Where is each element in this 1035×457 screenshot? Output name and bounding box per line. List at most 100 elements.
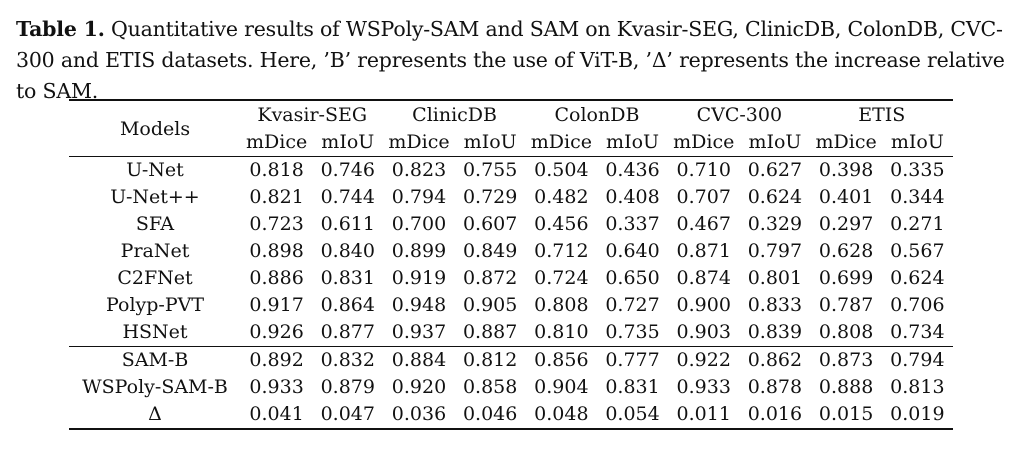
value-cell: 0.712 <box>534 240 589 262</box>
value-cell: 0.898 <box>249 240 304 262</box>
value-cell: 0.337 <box>605 213 660 235</box>
metric-header-row: mDice mIoU mDice mIoU mDice mIoU mDice m… <box>69 129 953 157</box>
value-cell: 0.886 <box>249 267 304 289</box>
models-header: Models <box>69 99 242 157</box>
dataset-header: ClinicDB <box>412 104 497 126</box>
value-cell: 0.744 <box>320 186 375 208</box>
model-name-cell: HSNet <box>122 321 188 343</box>
value-cell: 0.810 <box>534 321 589 343</box>
value-cell: 0.937 <box>391 321 447 343</box>
dataset-header: ColonDB <box>554 104 640 126</box>
value-cell: 0.567 <box>890 240 945 262</box>
table-row: SFA 0.723 0.611 0.700 0.607 0.456 0.337 0.467 0.… <box>69 211 953 238</box>
value-cell: 0.821 <box>249 186 304 208</box>
table-row: Polyp-PVT 0.917 0.864 0.948 0.905 0.808 0.727 0… <box>69 292 953 319</box>
value-cell: 0.046 <box>454 401 526 430</box>
value-cell: 0.926 <box>249 321 304 343</box>
value-cell: 0.849 <box>462 240 518 262</box>
table-row: WSPoly-SAM-B 0.933 0.879 0.920 0.858 0.904 0.8… <box>69 374 953 401</box>
value-cell: 0.864 <box>320 294 375 316</box>
metric-header: mIoU <box>890 131 944 153</box>
value-cell: 0.723 <box>249 213 304 235</box>
value-cell: 0.899 <box>391 240 447 262</box>
value-cell: 0.873 <box>810 346 882 374</box>
value-cell: 0.482 <box>534 186 589 208</box>
table-caption: Table 1. Quantitative results of WSPoly-… <box>16 14 1021 107</box>
value-cell: 0.016 <box>739 401 811 430</box>
value-cell: 0.467 <box>676 213 731 235</box>
model-name-cell: Δ <box>69 401 242 430</box>
value-cell: 0.794 <box>881 346 953 374</box>
value-cell: 0.808 <box>818 321 874 343</box>
value-cell: 0.456 <box>534 213 589 235</box>
caption-text: Quantitative results of WSPoly-SAM and S… <box>16 17 1005 103</box>
value-cell: 0.297 <box>818 213 874 235</box>
metric-header: mIoU <box>463 131 517 153</box>
dataset-header: ETIS <box>858 104 906 126</box>
value-cell: 0.724 <box>534 267 589 289</box>
value-cell: 0.787 <box>818 294 874 316</box>
value-cell: 0.871 <box>676 240 731 262</box>
value-cell: 0.920 <box>391 376 447 398</box>
value-cell: 0.777 <box>596 346 669 374</box>
model-name-cell: SAM-B <box>69 346 242 374</box>
value-cell: 0.831 <box>320 267 375 289</box>
value-cell: 0.933 <box>676 376 731 398</box>
table-row: U-Net++ 0.821 0.744 0.794 0.729 0.482 0.408 0.7… <box>69 184 953 211</box>
value-cell: 0.271 <box>890 213 945 235</box>
value-cell: 0.640 <box>605 240 660 262</box>
metric-header: mDice <box>246 131 308 153</box>
value-cell: 0.700 <box>391 213 447 235</box>
value-cell: 0.401 <box>818 186 874 208</box>
value-cell: 0.903 <box>676 321 731 343</box>
model-name-cell: SFA <box>135 213 175 235</box>
value-cell: 0.933 <box>249 376 304 398</box>
value-cell: 0.611 <box>320 213 375 235</box>
value-cell: 0.398 <box>810 156 882 184</box>
value-cell: 0.408 <box>605 186 660 208</box>
metric-header: mDice <box>673 131 735 153</box>
metric-header: mIoU <box>606 131 660 153</box>
value-cell: 0.831 <box>605 376 660 398</box>
value-cell: 0.706 <box>890 294 945 316</box>
metric-header: mDice <box>388 131 450 153</box>
value-cell: 0.833 <box>747 294 803 316</box>
value-cell: 0.344 <box>890 186 945 208</box>
value-cell: 0.735 <box>605 321 660 343</box>
value-cell: 0.607 <box>462 213 518 235</box>
value-cell: 0.832 <box>312 346 384 374</box>
caption-label: Table 1. <box>16 17 105 41</box>
metric-header: mDice <box>530 131 592 153</box>
value-cell: 0.746 <box>312 156 384 184</box>
value-cell: 0.047 <box>312 401 384 430</box>
model-name-cell: C2FNet <box>117 267 193 289</box>
value-cell: 0.729 <box>462 186 518 208</box>
model-name-cell: PraNet <box>120 240 190 262</box>
value-cell: 0.948 <box>391 294 447 316</box>
model-name-cell: WSPoly-SAM-B <box>82 376 228 398</box>
value-cell: 0.041 <box>241 401 313 430</box>
value-cell: 0.900 <box>676 294 731 316</box>
value-cell: 0.888 <box>818 376 874 398</box>
value-cell: 0.801 <box>747 267 803 289</box>
value-cell: 0.015 <box>810 401 882 430</box>
metric-header: mDice <box>815 131 877 153</box>
table-row: U-Net 0.818 0.746 0.823 0.755 0.504 0.436 0.710… <box>69 156 953 184</box>
value-cell: 0.892 <box>241 346 313 374</box>
value-cell: 0.856 <box>525 346 597 374</box>
model-name-cell: Polyp-PVT <box>105 294 205 316</box>
value-cell: 0.878 <box>747 376 803 398</box>
value-cell: 0.919 <box>391 267 447 289</box>
model-name-cell: U-Net++ <box>110 186 200 208</box>
model-name-cell: U-Net <box>69 156 242 184</box>
value-cell: 0.823 <box>383 156 455 184</box>
value-cell: 0.734 <box>890 321 945 343</box>
value-cell: 0.699 <box>818 267 874 289</box>
table-row: SAM-B 0.892 0.832 0.884 0.812 0.856 0.777 0.922… <box>69 346 953 374</box>
value-cell: 0.797 <box>747 240 803 262</box>
value-cell: 0.917 <box>249 294 304 316</box>
value-cell: 0.624 <box>890 267 945 289</box>
value-cell: 0.755 <box>454 156 526 184</box>
value-cell: 0.808 <box>534 294 589 316</box>
value-cell: 0.707 <box>676 186 731 208</box>
